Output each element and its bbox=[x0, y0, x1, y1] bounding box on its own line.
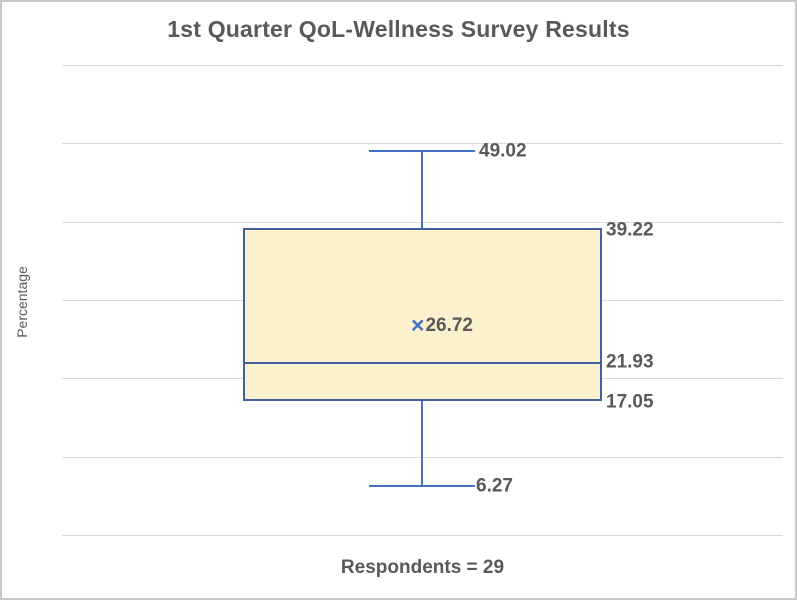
lower-whisker-cap bbox=[369, 484, 475, 487]
median-line bbox=[243, 362, 602, 365]
upper-whisker-line bbox=[421, 151, 423, 228]
mean-marker-group: × 26.72 bbox=[411, 311, 473, 338]
plot-area: × 26.72 49.02 39.22 21.93 17.05 6.27 bbox=[62, 65, 783, 536]
chart-title: 1st Quarter QoL-Wellness Survey Results bbox=[167, 16, 630, 42]
lower-whisker-line bbox=[421, 401, 423, 486]
mean-x-icon: × bbox=[411, 311, 425, 338]
y-axis-label: Percentage bbox=[14, 266, 30, 338]
median-label: 21.93 bbox=[606, 351, 654, 373]
q3-label: 39.22 bbox=[606, 219, 654, 241]
gridline bbox=[62, 535, 783, 536]
q1-label: 17.05 bbox=[606, 391, 654, 413]
box bbox=[243, 227, 602, 402]
gridline bbox=[62, 143, 783, 145]
min-label: 6.27 bbox=[476, 475, 513, 497]
gridline bbox=[62, 65, 783, 66]
max-label: 49.02 bbox=[479, 140, 527, 162]
mean-label: 26.72 bbox=[425, 314, 473, 336]
upper-whisker-cap bbox=[369, 150, 475, 152]
x-axis-label: Respondents = 29 bbox=[340, 557, 505, 578]
